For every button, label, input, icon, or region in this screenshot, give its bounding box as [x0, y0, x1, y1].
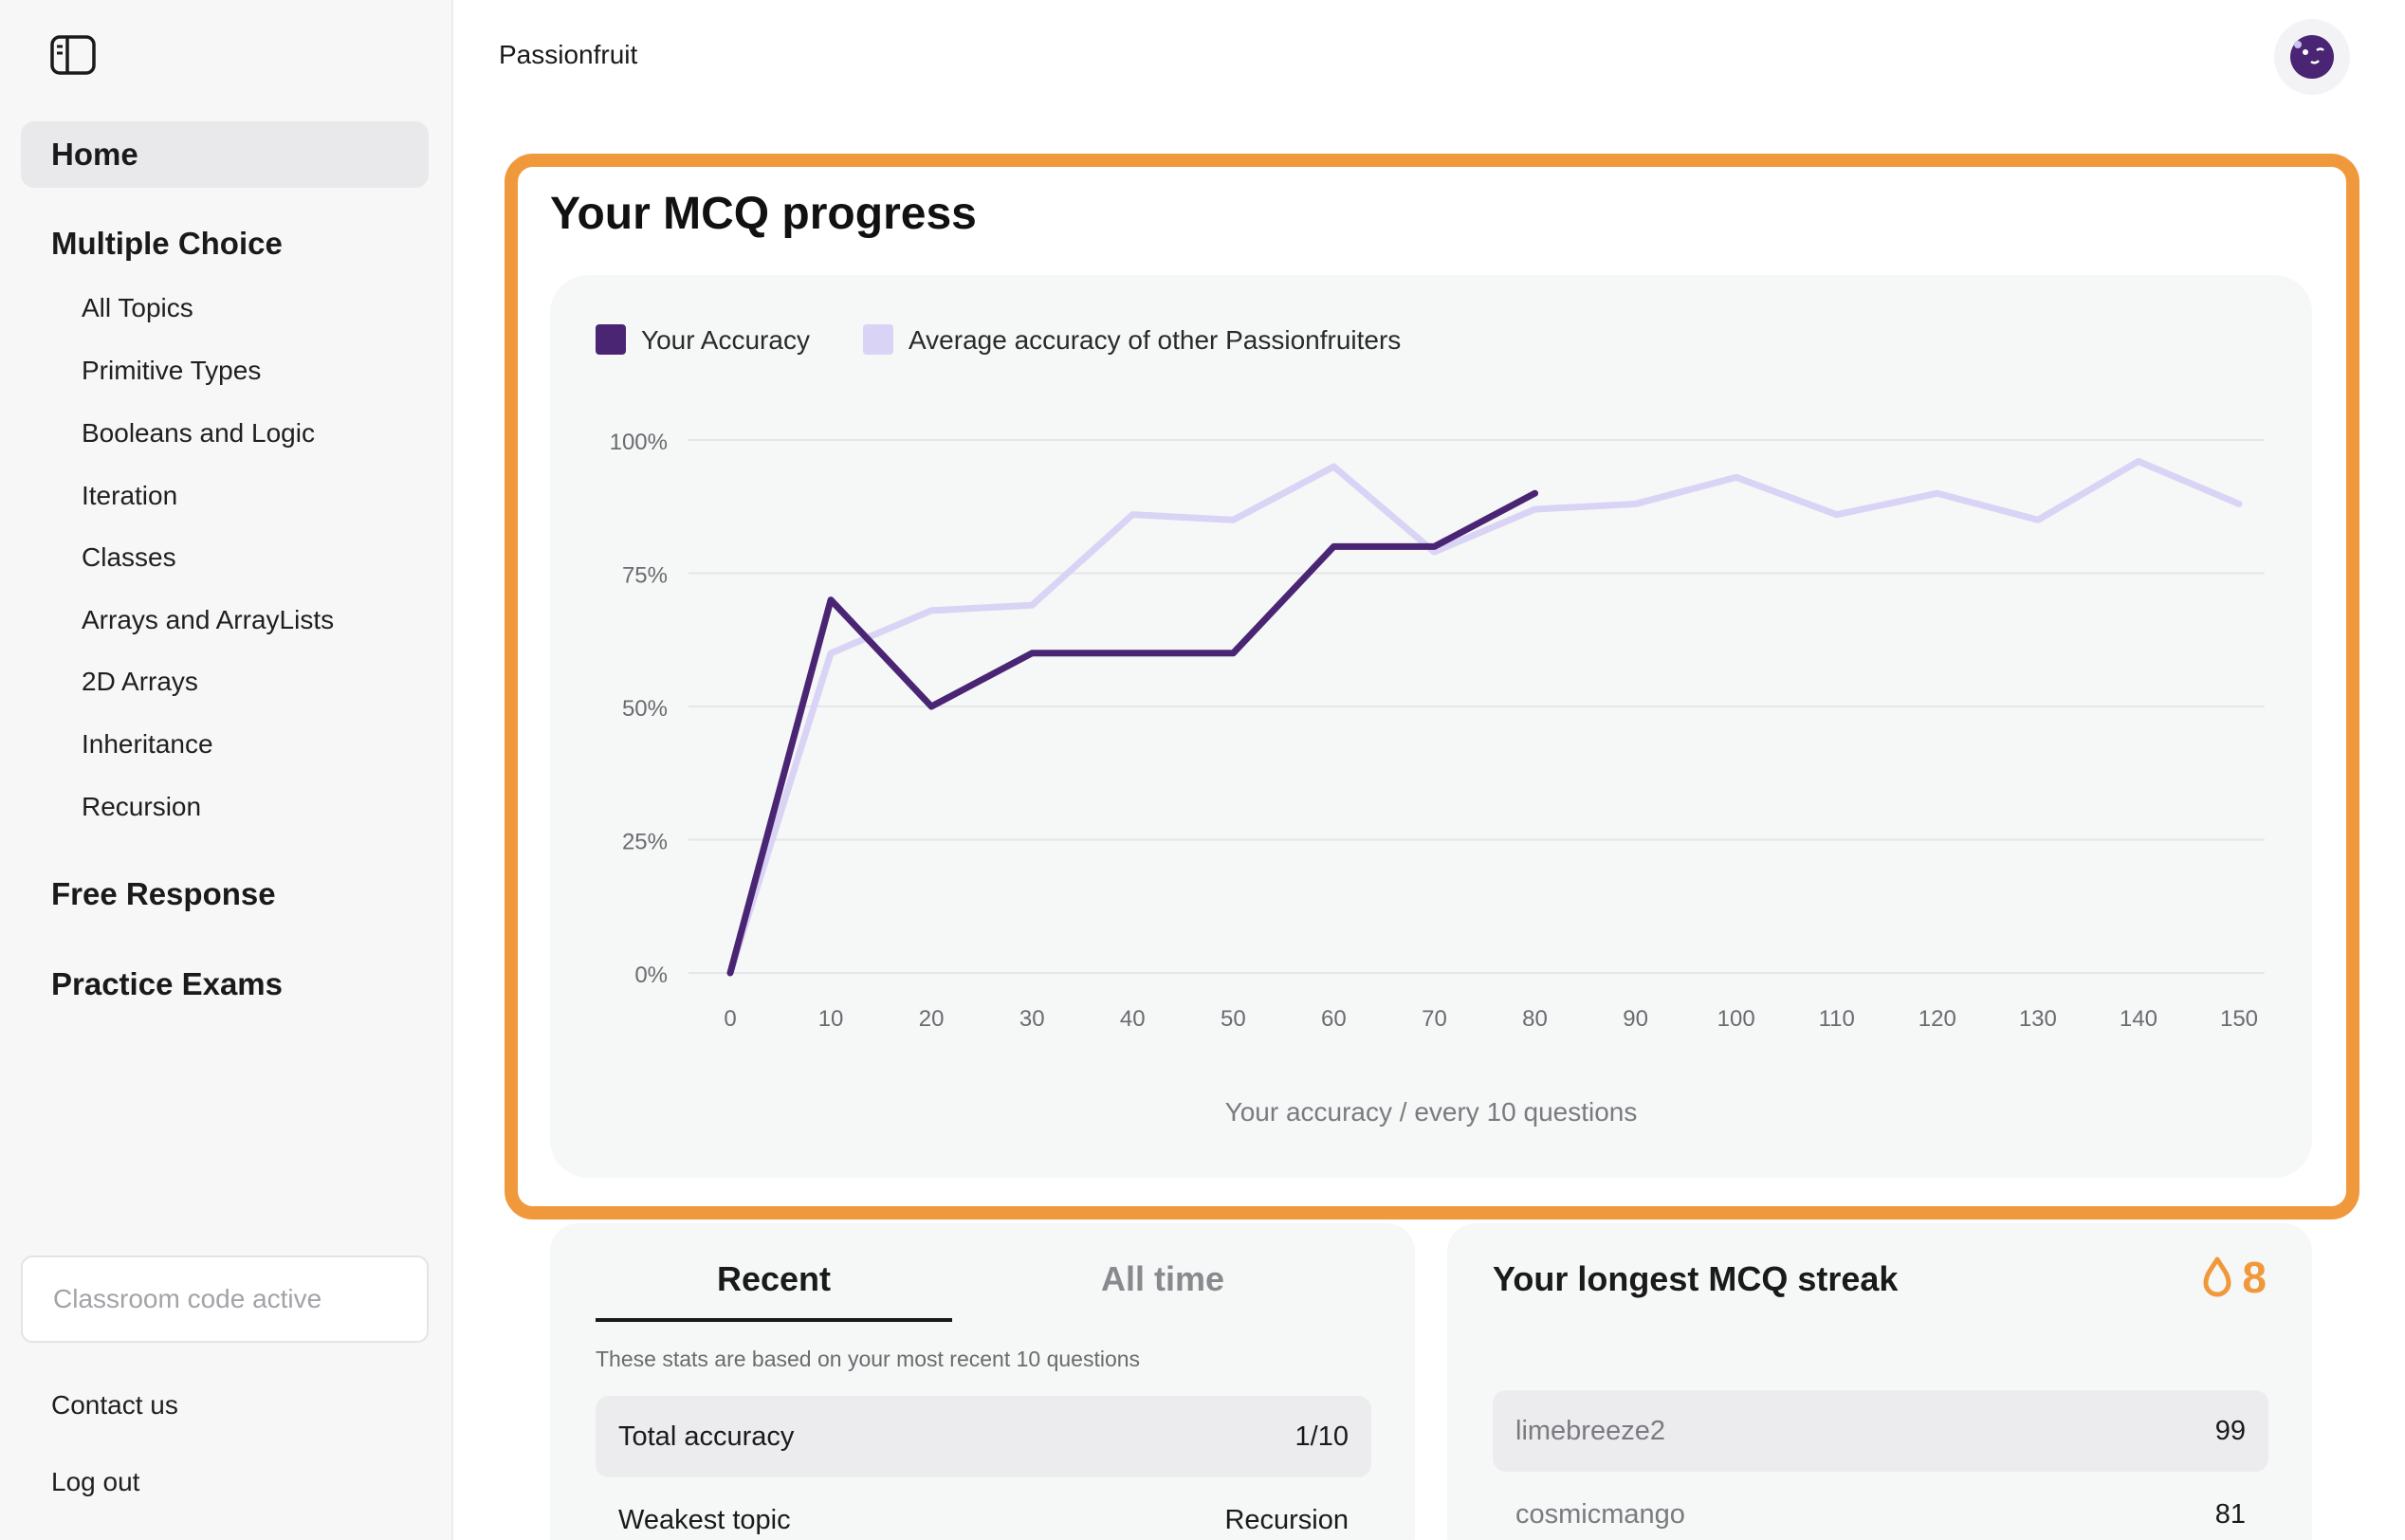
leaderboard-row: limebreeze2 99 [1493, 1390, 2268, 1472]
series-line-average-accuracy [726, 457, 2243, 977]
series-lines [726, 457, 2243, 977]
x-tick-label: 50 [1221, 1006, 1246, 1032]
app-title: Passionfruit [499, 40, 638, 69]
x-tick-label: 30 [1019, 1006, 1045, 1032]
nav-topic-iteration[interactable]: Iteration [82, 481, 178, 510]
legend-label-your-accuracy: Your Accuracy [641, 325, 810, 355]
series-line-your-accuracy [726, 489, 1539, 977]
contact-us-link[interactable]: Contact us [51, 1390, 178, 1420]
nav-topic-all-topics[interactable]: All Topics [82, 293, 193, 322]
x-tick-label: 110 [1819, 1006, 1855, 1032]
stat-label: Weakest topic [618, 1504, 791, 1535]
leaderboard-name: cosmicmango [1515, 1498, 1685, 1530]
leaderboard-score: 81 [2214, 1498, 2246, 1530]
nav-topic-primitive-types[interactable]: Primitive Types [82, 356, 262, 385]
y-tick-label: 75% [622, 563, 668, 589]
stat-row-total-accuracy: Total accuracy 1/10 [596, 1396, 1371, 1477]
streak-title: Your longest MCQ streak [1493, 1259, 1899, 1298]
x-tick-label: 20 [919, 1006, 945, 1032]
x-tick-label: 140 [2120, 1006, 2157, 1032]
streak-count-value: 8 [2242, 1253, 2267, 1302]
avatar[interactable] [2274, 19, 2350, 95]
x-tick-label: 60 [1321, 1006, 1347, 1032]
nav-topic-classes[interactable]: Classes [82, 542, 176, 572]
user-avatar-icon [2290, 35, 2334, 79]
legend-swatch-your-accuracy [596, 324, 626, 355]
legend-swatch-average-accuracy [863, 324, 893, 355]
x-axis-ticks: 0 10 20 30 40 50 60 70 80 90 100 110 120 130 140 150 [724, 1006, 2258, 1032]
nav-practice-exams[interactable]: Practice Exams [51, 966, 284, 1001]
x-tick-label: 70 [1422, 1006, 1447, 1032]
nav-free-response[interactable]: Free Response [51, 876, 276, 911]
x-axis-label: Your accuracy / every 10 questions [1225, 1097, 1638, 1127]
stats-card: Recent All time These stats are based on… [550, 1223, 1415, 1540]
legend: Your Accuracy Average accuracy of other … [596, 324, 1401, 355]
streak-count: 8 [2202, 1252, 2267, 1303]
grid-lines [688, 439, 2265, 974]
tab-recent[interactable]: Recent [716, 1259, 832, 1298]
stat-label: Total accuracy [618, 1421, 795, 1452]
nav-topic-inheritance[interactable]: Inheritance [82, 729, 213, 759]
active-tab-indicator [596, 1318, 952, 1322]
x-tick-label: 0 [724, 1006, 736, 1032]
progress-title: Your MCQ progress [550, 189, 977, 239]
nav-multiple-choice[interactable]: Multiple Choice [51, 226, 283, 261]
y-axis-ticks: 0% 25% 50% 75% 100% [610, 430, 668, 988]
leaderboard-name: limebreeze2 [1515, 1415, 1665, 1446]
chart-panel: Your Accuracy Average accuracy of other … [550, 275, 2312, 1178]
stat-value: 1/10 [1294, 1421, 1349, 1452]
tab-all-time[interactable]: All time [1100, 1259, 1225, 1298]
leaderboard-score: 99 [2214, 1415, 2246, 1446]
stat-value: Recursion [1224, 1504, 1349, 1535]
x-tick-label: 120 [1918, 1006, 1956, 1032]
nav-topic-arrays-arraylists[interactable]: Arrays and ArrayLists [82, 605, 335, 634]
x-tick-label: 100 [1717, 1006, 1755, 1032]
x-tick-label: 80 [1522, 1006, 1548, 1032]
x-tick-label: 90 [1623, 1006, 1648, 1032]
leaderboard-row: cosmicmango 81 [1493, 1474, 2268, 1540]
y-tick-label: 100% [610, 430, 668, 455]
x-tick-label: 10 [818, 1006, 844, 1032]
y-tick-label: 50% [622, 696, 668, 722]
y-tick-label: 0% [634, 962, 668, 988]
streak-card: Your longest MCQ streak 8 limebreeze2 99… [1447, 1223, 2312, 1540]
classroom-code-status[interactable]: Classroom code active [21, 1256, 429, 1343]
x-tick-label: 150 [2220, 1006, 2258, 1032]
x-tick-label: 130 [2019, 1006, 2057, 1032]
nav-topic-recursion[interactable]: Recursion [82, 792, 202, 821]
accuracy-chart: Your Accuracy Average accuracy of other … [596, 324, 2265, 1127]
stat-row-weakest-topic: Weakest topic Recursion [596, 1479, 1371, 1540]
nav-topic-2d-arrays[interactable]: 2D Arrays [82, 667, 198, 696]
log-out-link[interactable]: Log out [51, 1467, 140, 1496]
flame-icon [2203, 1256, 2231, 1297]
nav-topic-booleans-logic[interactable]: Booleans and Logic [82, 418, 315, 448]
sidebar-toggle-icon[interactable] [49, 34, 97, 76]
stats-note: These stats are based on your most recen… [596, 1347, 1141, 1371]
x-tick-label: 40 [1120, 1006, 1146, 1032]
legend-label-average-accuracy: Average accuracy of other Passionfruiter… [909, 325, 1401, 355]
y-tick-label: 25% [622, 830, 668, 855]
sidebar: Home Multiple Choice All Topics Primitiv… [0, 0, 453, 1540]
nav-home[interactable]: Home [21, 121, 429, 188]
